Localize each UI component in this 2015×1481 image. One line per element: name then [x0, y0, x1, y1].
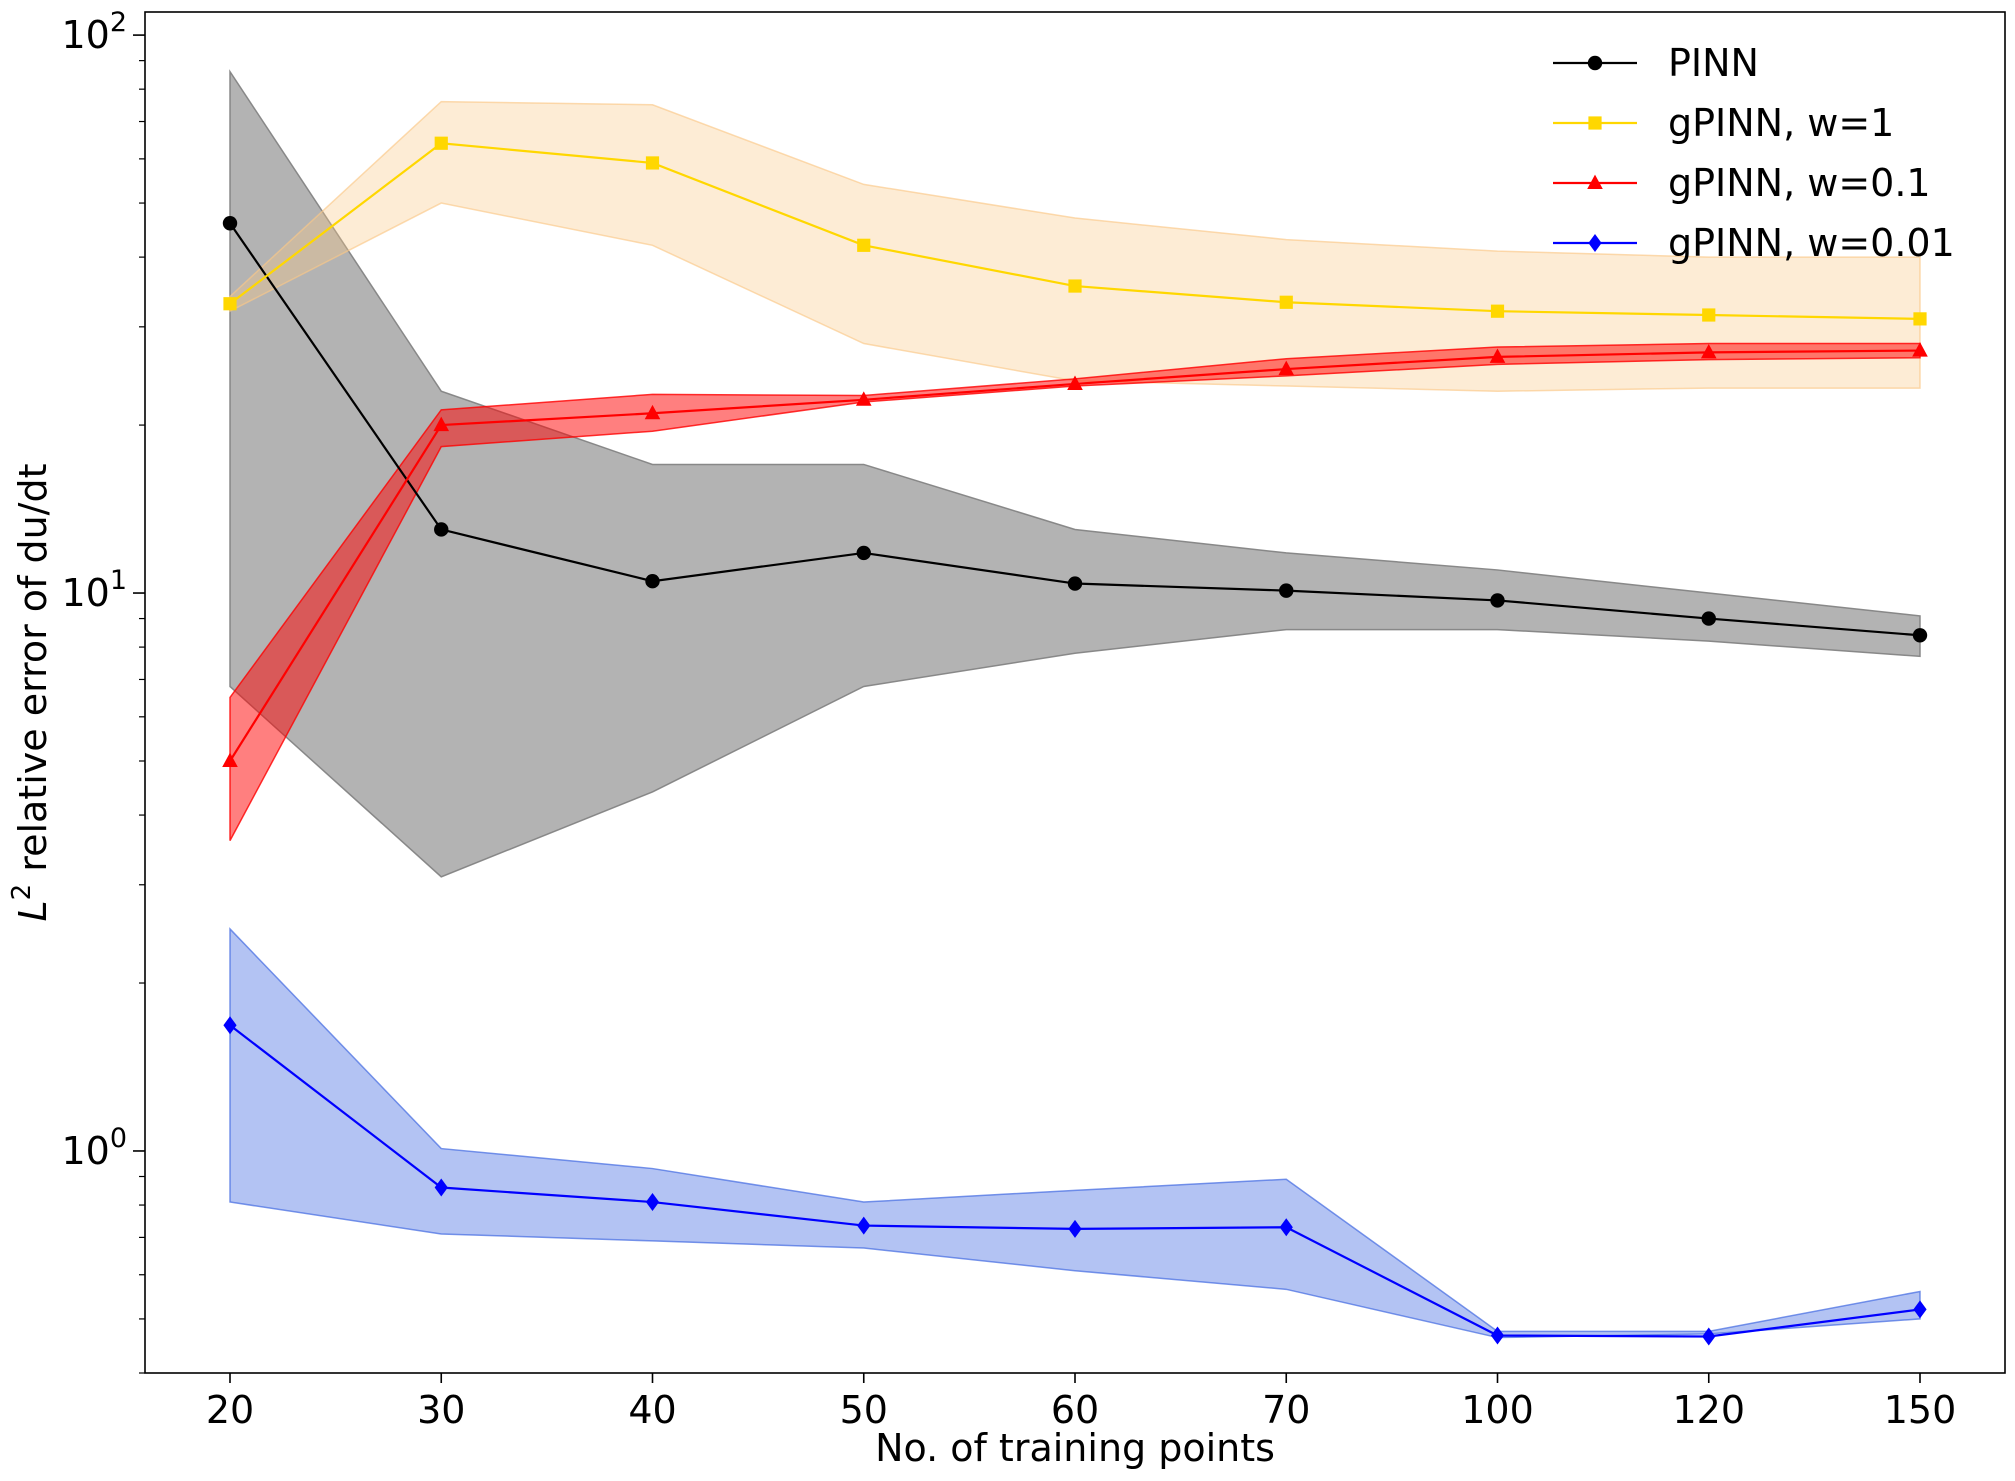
y-tick-base: 10 — [61, 1129, 109, 1173]
legend-label: gPINN, w=0.1 — [1668, 161, 1931, 205]
triangle-marker — [855, 391, 872, 406]
triangle-marker — [1912, 342, 1928, 357]
circle-marker — [1067, 576, 1083, 591]
circle-marker — [434, 522, 449, 537]
x-axis: 20 30 40 50 60 70 100 120 150 — [206, 1373, 1956, 1432]
square-marker — [223, 297, 237, 311]
square-marker — [1068, 279, 1082, 293]
legend: PINN gPINN, w=1 gPINN, w=0.1 gPINN, w=0.01 — [1553, 41, 1955, 265]
diamond-marker — [1490, 1326, 1505, 1345]
y-tick-exponent: 1 — [110, 565, 127, 596]
square-marker — [434, 136, 448, 150]
y-tick-base: 10 — [61, 13, 109, 57]
confidence-band — [229, 100, 1921, 392]
y-axis-label: L2 relative error of du/dt — [7, 463, 55, 921]
circle-marker — [856, 545, 871, 561]
triangle-marker — [1489, 348, 1506, 363]
legend-label: gPINN, w=1 — [1668, 101, 1894, 145]
triangle-marker — [433, 416, 450, 432]
x-tick-label: 20 — [206, 1388, 254, 1432]
x-tick-label: 60 — [1051, 1388, 1099, 1432]
x-tick-label: 150 — [1884, 1388, 1957, 1432]
circle-marker — [1912, 628, 1928, 643]
y-axis-label-superscript: 2 — [7, 884, 37, 901]
triangle-marker — [1067, 375, 1083, 390]
y-axis-label-text: relative error of du/dt — [11, 463, 55, 883]
legend-label: gPINN, w=0.01 — [1668, 221, 1955, 265]
circle-marker — [1490, 593, 1505, 608]
square-marker — [1702, 308, 1716, 322]
diamond-marker — [1913, 1300, 1927, 1319]
triangle-marker — [222, 752, 238, 767]
diamond-marker — [434, 1178, 448, 1197]
circle-marker — [1701, 611, 1716, 626]
y-tick-exponent: 2 — [110, 7, 127, 38]
square-marker — [1490, 304, 1505, 318]
series-markers — [222, 136, 1928, 1346]
y-axis-label-symbol: L — [11, 900, 55, 921]
circle-marker — [1279, 583, 1294, 598]
y-tick-label: 101 — [61, 565, 127, 615]
confidence-band — [229, 69, 1921, 878]
x-tick-label: 100 — [1461, 1388, 1534, 1432]
diamond-marker — [1702, 1327, 1716, 1346]
square-marker — [645, 156, 660, 170]
y-tick-base: 10 — [61, 571, 109, 615]
diamond-marker — [223, 1016, 237, 1035]
x-tick-label: 70 — [1262, 1388, 1310, 1432]
triangle-marker — [644, 404, 661, 420]
diamond-marker — [857, 1216, 871, 1235]
diamond-marker — [645, 1193, 660, 1212]
circle-marker — [1587, 55, 1603, 71]
square-marker — [1279, 295, 1293, 309]
square-marker — [857, 238, 871, 252]
x-tick-label: 50 — [840, 1388, 888, 1432]
x-tick-label: 40 — [628, 1388, 676, 1432]
square-marker — [1913, 312, 1927, 326]
triangle-marker — [1587, 174, 1603, 189]
circle-marker — [645, 574, 660, 589]
y-tick-label: 100 — [61, 1123, 127, 1173]
legend-label: PINN — [1668, 41, 1759, 85]
diamond-marker — [1588, 234, 1602, 252]
x-tick-label: 120 — [1672, 1388, 1745, 1432]
circle-marker — [222, 216, 238, 231]
confidence-bands — [229, 69, 1921, 1339]
triangle-marker — [1278, 360, 1295, 376]
x-tick-label: 30 — [417, 1388, 465, 1432]
y-tick-label: 102 — [61, 7, 127, 57]
diamond-marker — [1068, 1219, 1082, 1238]
confidence-band — [229, 927, 1921, 1339]
y-tick-exponent: 0 — [110, 1123, 127, 1154]
diamond-marker — [1279, 1218, 1293, 1237]
x-axis-label: No. of training points — [875, 1426, 1275, 1470]
square-marker — [1588, 116, 1602, 130]
triangle-marker — [1700, 343, 1717, 359]
